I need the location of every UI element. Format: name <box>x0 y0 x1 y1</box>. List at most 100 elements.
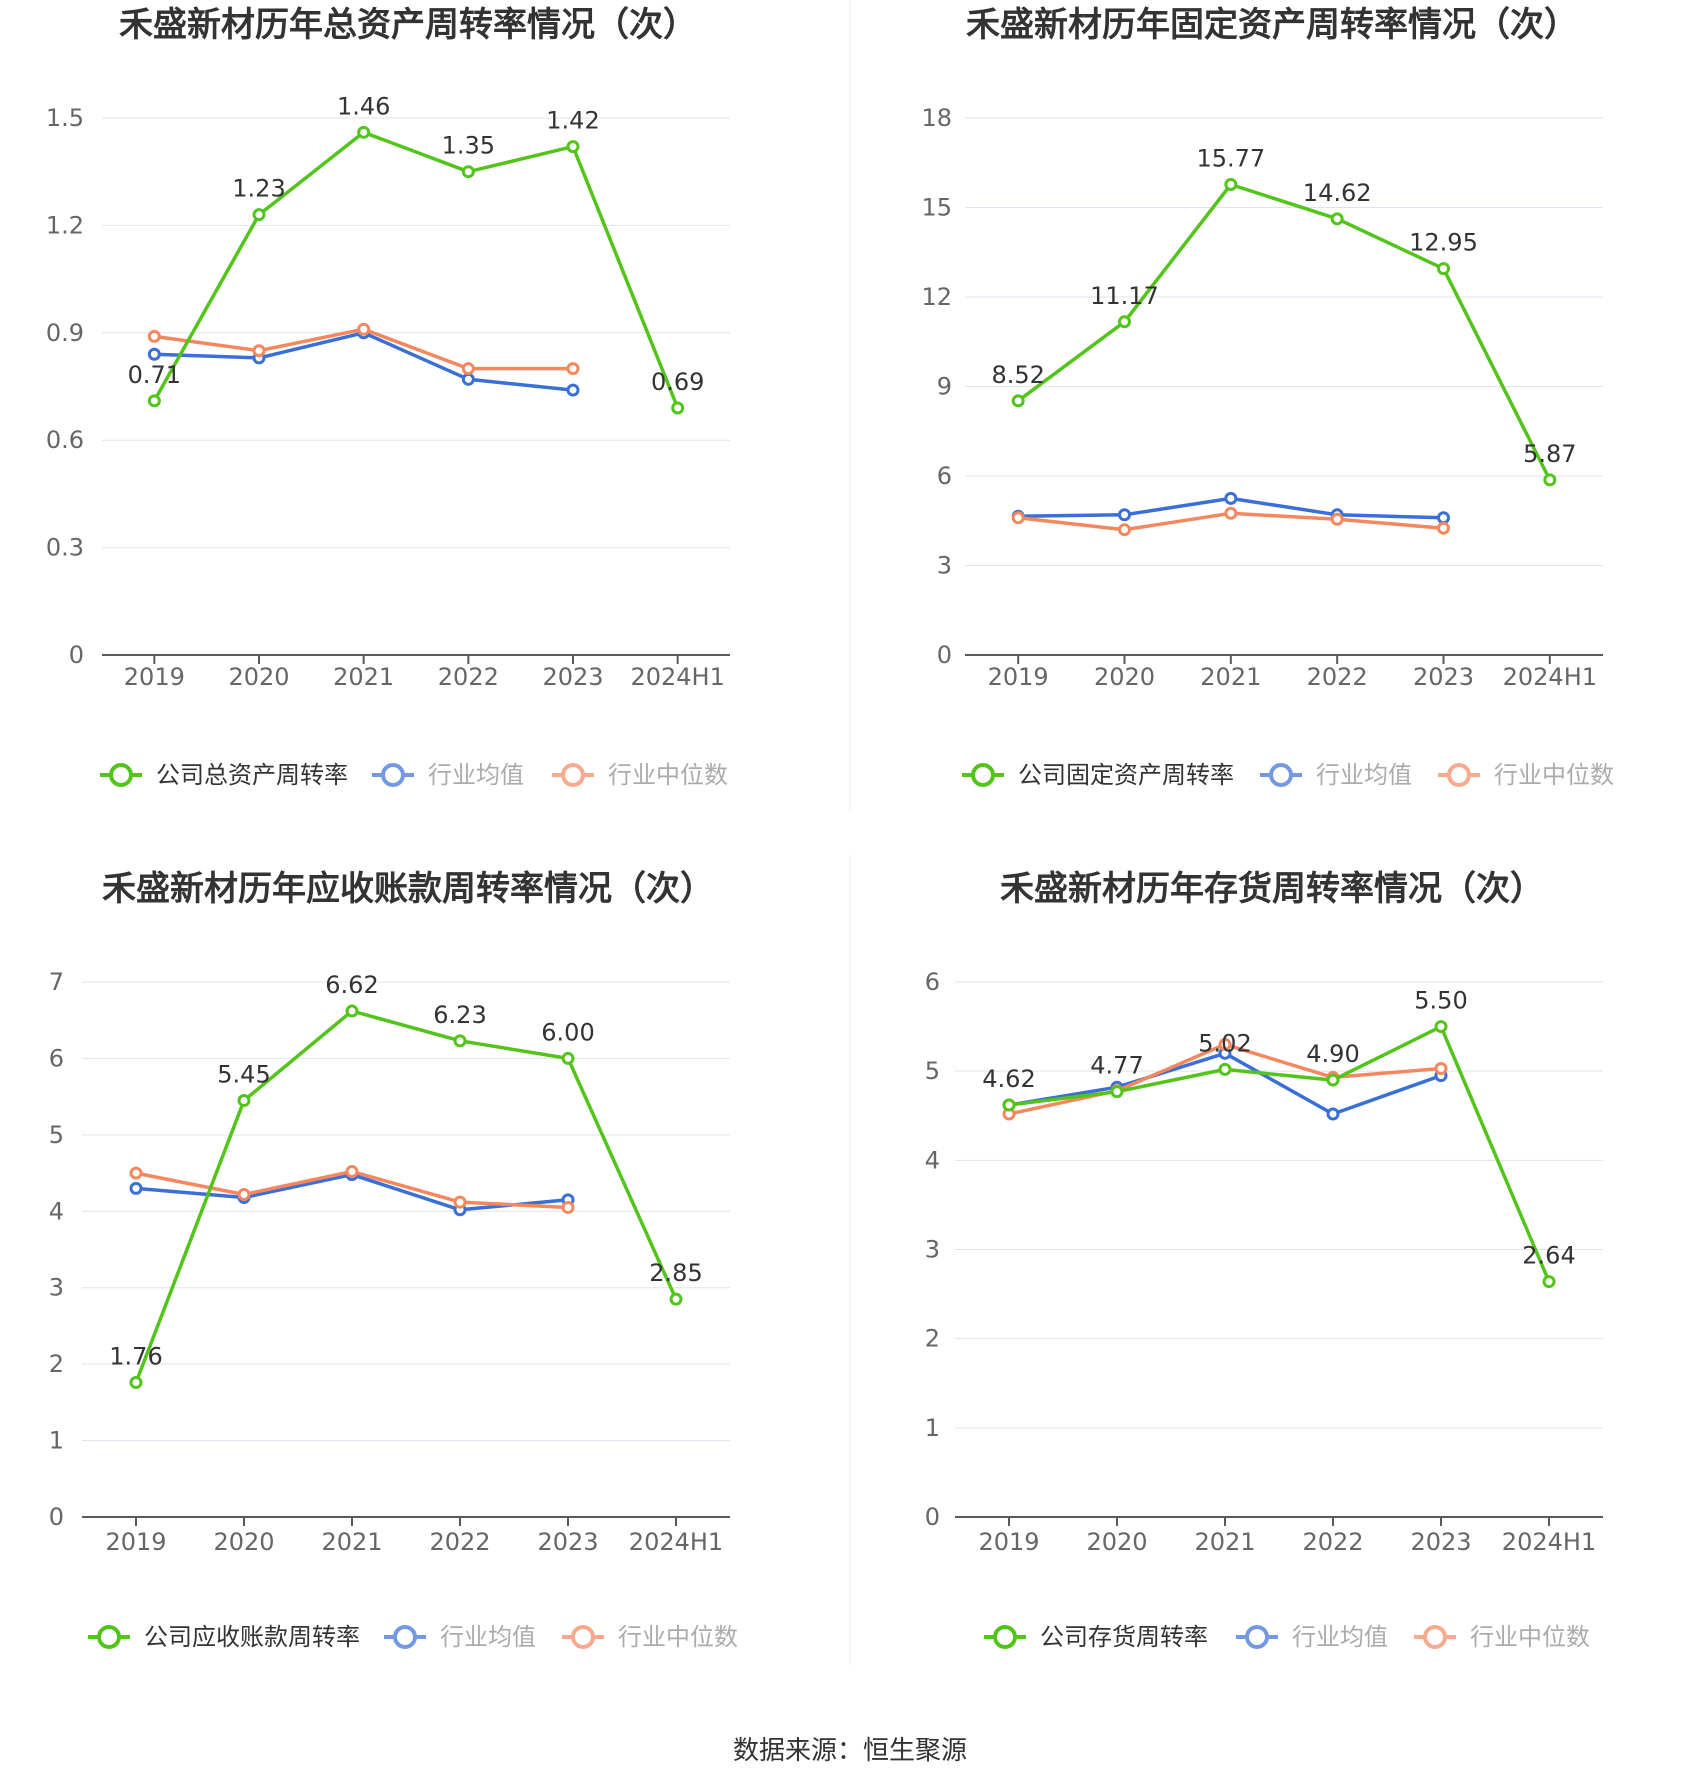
y-tick-label: 0 <box>49 1503 64 1531</box>
legend-marker <box>381 763 405 787</box>
y-tick-label: 4 <box>49 1197 64 1225</box>
data-point-industry_median <box>1011 511 1025 525</box>
legend-marker <box>971 763 995 787</box>
y-tick-label: 0.9 <box>46 319 84 347</box>
data-point-industry_avg <box>147 347 161 361</box>
data-point-company <box>237 1093 251 1107</box>
data-point-industry_median <box>1437 521 1450 535</box>
y-tick-label: 0 <box>69 641 84 669</box>
x-tick-label: 2019 <box>105 1528 166 1556</box>
y-tick-label: 18 <box>921 104 952 132</box>
legend-label: 公司存货周转率 <box>1040 1623 1208 1651</box>
data-label: 1.23 <box>232 175 285 203</box>
data-point-industry_avg <box>566 383 580 397</box>
data-point-company <box>1326 1073 1340 1087</box>
data-point-company <box>461 165 475 179</box>
y-tick-label: 5 <box>925 1057 940 1085</box>
data-label: 2.85 <box>649 1259 702 1287</box>
x-tick-label: 2022 <box>429 1528 490 1556</box>
legend-marker <box>109 763 133 787</box>
data-point-company <box>1437 262 1450 276</box>
series-line-company <box>1017 182 1552 481</box>
legend-item-company: 公司总资产周转率 <box>100 761 348 789</box>
data-point-company <box>1110 1085 1124 1099</box>
data-label: 6.23 <box>433 1001 486 1029</box>
data-point-company <box>671 401 685 415</box>
x-tick-label: 2022 <box>438 663 499 691</box>
data-point-industry_avg <box>1224 491 1238 505</box>
series-line-industry_avg <box>154 331 574 392</box>
data-point-company <box>561 1051 575 1065</box>
legend-item-company: 公司存货周转率 <box>984 1623 1208 1651</box>
series-line-company <box>152 130 680 409</box>
data-label: 12.95 <box>1409 229 1478 257</box>
legend-label: 行业均值 <box>1316 761 1412 789</box>
data-point-industry_median <box>237 1187 251 1201</box>
y-tick-label: 3 <box>49 1274 64 1302</box>
x-tick-label: 2024H1 <box>630 663 724 691</box>
data-point-industry_median <box>129 1166 143 1180</box>
data-point-industry_median <box>566 362 580 376</box>
data-point-industry_median <box>1434 1061 1448 1075</box>
chart-panel-4: 禾盛新材历年存货周转率情况（次） 0 1 2 3 4 5 6 2019 2020 2021 2022 2… <box>925 869 1603 1651</box>
y-tick-label: 5 <box>49 1121 64 1149</box>
data-label: 2.64 <box>1522 1242 1575 1270</box>
data-point-company <box>1002 1098 1016 1112</box>
data-point-company <box>566 140 580 154</box>
y-tick-label: 3 <box>937 552 952 580</box>
data-point-company <box>453 1034 467 1048</box>
data-point-industry_median <box>1330 512 1344 526</box>
data-point-company <box>1218 1062 1232 1076</box>
data-label: 1.35 <box>442 132 495 160</box>
y-tick-label: 1 <box>925 1414 940 1442</box>
data-point-industry_median <box>1218 1037 1232 1051</box>
x-tick-label: 2023 <box>542 663 603 691</box>
data-point-company <box>1118 315 1131 329</box>
data-point-industry_median <box>1224 506 1238 520</box>
data-source-note: 数据来源：恒生聚源 <box>732 1736 967 1766</box>
data-point-industry_median <box>147 329 161 343</box>
data-label: 11.17 <box>1090 282 1159 310</box>
data-label: 14.62 <box>1303 179 1372 207</box>
chart-panel-3: 禾盛新材历年应收账款周转率情况（次） 0 1 2 3 4 5 6 7 2019 2020 2021 20… <box>49 869 738 1651</box>
chart-title: 禾盛新材历年总资产周转率情况（次） <box>119 5 697 45</box>
data-label: 0.71 <box>128 361 181 389</box>
x-tick-label: 2023 <box>1410 1528 1471 1556</box>
x-tick-label: 2023 <box>537 1528 598 1556</box>
y-tick-label: 9 <box>937 373 952 401</box>
y-tick-label: 2 <box>925 1325 940 1353</box>
y-tick-label: 2 <box>49 1350 64 1378</box>
legend-label: 行业均值 <box>1292 1623 1388 1651</box>
data-label: 1.76 <box>109 1342 162 1370</box>
x-tick-label: 2020 <box>1094 663 1155 691</box>
y-tick-label: 6 <box>937 462 952 490</box>
series-line-company <box>134 1009 678 1384</box>
y-tick-label: 0.6 <box>46 426 84 454</box>
y-tick-label: 12 <box>921 283 952 311</box>
data-point-industry_median <box>252 344 266 358</box>
legend-item-industry_avg: 行业均值 <box>372 761 524 789</box>
legend-item-industry_median: 行业中位数 <box>562 1623 738 1651</box>
legend-item-industry_avg: 行业均值 <box>1236 1623 1388 1651</box>
data-point-industry_avg <box>129 1181 143 1195</box>
x-tick-label: 2020 <box>228 663 289 691</box>
y-tick-label: 7 <box>49 968 64 996</box>
data-point-industry_median <box>357 322 371 336</box>
x-tick-label: 2021 <box>1194 1528 1255 1556</box>
data-point-industry_avg <box>1437 511 1450 525</box>
data-point-company <box>252 208 266 222</box>
data-point-company <box>1224 178 1238 192</box>
chart-title: 禾盛新材历年固定资产周转率情况（次） <box>966 5 1578 45</box>
data-label: 6.62 <box>325 971 378 999</box>
y-tick-label: 1.2 <box>46 211 84 239</box>
chart-title: 禾盛新材历年应收账款周转率情况（次） <box>102 869 714 909</box>
legend-marker <box>1245 1625 1269 1649</box>
data-point-company <box>669 1292 683 1306</box>
series-line-company <box>1008 1024 1551 1283</box>
legend-item-industry_avg: 行业均值 <box>1260 761 1412 789</box>
data-point-company <box>1330 212 1344 226</box>
legend-marker <box>993 1625 1017 1649</box>
data-label: 5.50 <box>1414 987 1467 1015</box>
legend-marker <box>1447 763 1471 787</box>
legend-label: 公司总资产周转率 <box>156 761 348 789</box>
